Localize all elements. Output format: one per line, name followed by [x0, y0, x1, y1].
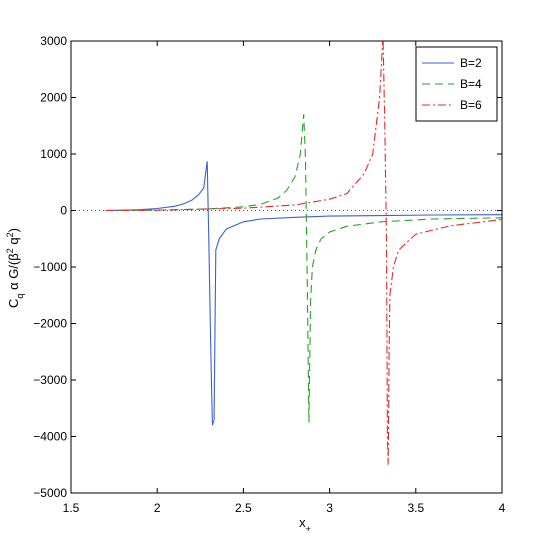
x-tick-label: 2	[154, 501, 161, 515]
y-tick-label: −5000	[33, 486, 67, 500]
y-tick-label: −4000	[33, 430, 67, 444]
y-tick-label: 3000	[40, 34, 67, 48]
y-axis-label: Cq α G/(β2 q2)	[5, 228, 25, 308]
y-tick-label: −3000	[33, 373, 67, 387]
series-line-b-4	[105, 114, 502, 423]
x-tick-label: 3.5	[407, 501, 424, 515]
axes: 1.5 2 2.5 3 3.5 4 −5000 −4000 −3000 −2000 −1000 0 10…	[33, 34, 505, 515]
legend: B=2 B=4 B=6	[415, 46, 498, 122]
x-tick-label: 3	[326, 501, 333, 515]
legend-label: B=2	[460, 56, 482, 70]
x-axis-label: x+	[299, 515, 311, 534]
legend-label: B=4	[460, 77, 482, 91]
y-tick-label: −2000	[33, 317, 67, 331]
x-tick-label: 4	[499, 501, 506, 515]
series-line-b-6	[105, 41, 502, 465]
x-tick-label: 2.5	[235, 501, 252, 515]
y-tick-label: 2000	[40, 91, 67, 105]
y-tick-label: −1000	[33, 260, 67, 274]
series-line-b-2	[105, 161, 502, 426]
y-tick-label: 0	[60, 204, 67, 218]
plot-area	[71, 41, 502, 465]
y-tick-label: 1000	[40, 147, 67, 161]
x-tick-label: 1.5	[63, 501, 80, 515]
legend-label: B=6	[460, 98, 482, 112]
